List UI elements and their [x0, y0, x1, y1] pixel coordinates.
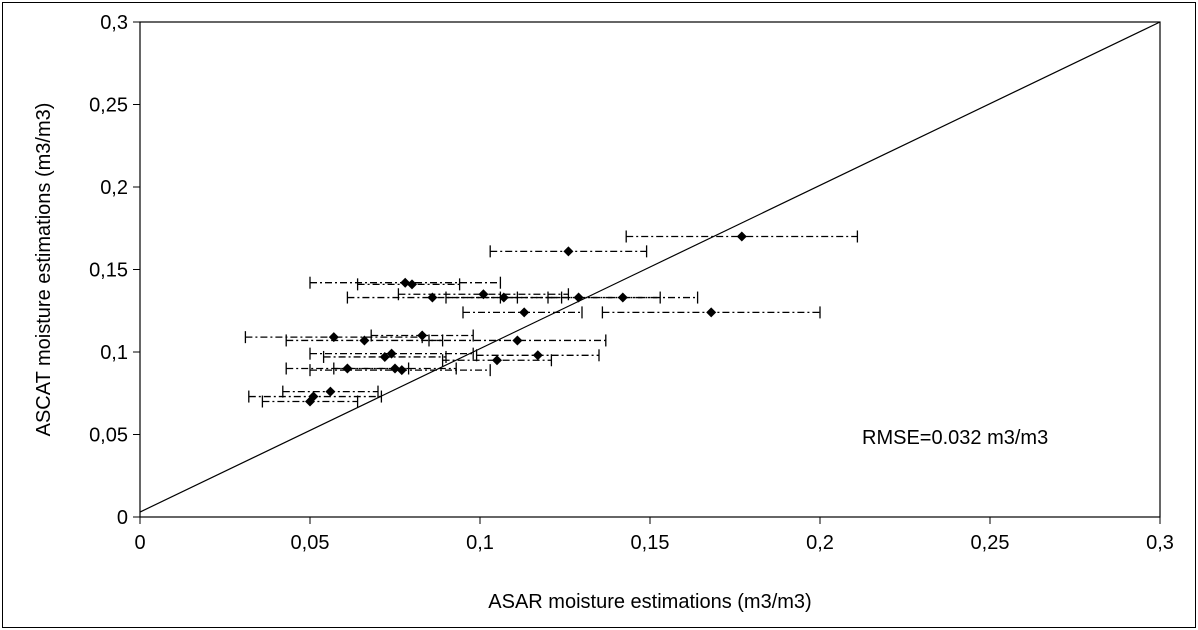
data-point	[325, 386, 336, 397]
x-tick-label: 0	[134, 532, 145, 554]
plot-layer: 0 0,05 0,1 0,15 0,2 0,25 0,3 0 0,05 0,1 0,15 0,2 0,2…	[89, 12, 1174, 554]
x-axis-title: ASAR moisture estimations (m3/m3)	[488, 591, 811, 613]
y-axis-title: ASCAT moisture estimations (m3/m3)	[33, 103, 55, 437]
data-point	[563, 246, 574, 257]
data-point	[417, 330, 428, 341]
y-tick-label: 0,2	[100, 177, 128, 199]
data-point	[427, 292, 438, 303]
y-tick-label: 0,3	[100, 12, 128, 34]
data-point	[328, 332, 339, 343]
x-tick-label: 0,3	[1146, 532, 1174, 554]
reference-line	[139, 21, 1161, 513]
data-point	[519, 307, 530, 318]
data-point	[736, 231, 747, 242]
data-point	[512, 335, 523, 346]
y-tick-label: 0	[117, 507, 128, 529]
y-tick-label: 0,15	[89, 260, 128, 282]
data-point	[386, 348, 397, 359]
x-tick-label: 0,2	[806, 532, 834, 554]
data-point	[379, 351, 390, 362]
rmse-annotation: RMSE=0.032 m3/m3	[862, 427, 1048, 449]
data-point	[617, 292, 628, 303]
data-point	[492, 355, 502, 366]
data-point	[407, 279, 417, 290]
data-point	[390, 363, 400, 374]
data-point	[400, 277, 411, 288]
data-point	[478, 289, 489, 300]
y-tick-label: 0,25	[89, 95, 128, 117]
data-point	[396, 365, 407, 376]
data-point	[359, 335, 370, 346]
x-tick-label: 0,1	[466, 532, 494, 554]
data-point	[532, 350, 543, 361]
data-point	[706, 307, 717, 318]
data-point	[573, 292, 584, 303]
x-tick-label: 0,15	[631, 532, 670, 554]
y-tick-label: 0,05	[89, 425, 128, 447]
x-tick-label: 0,05	[291, 532, 330, 554]
x-tick-label: 0,25	[971, 532, 1010, 554]
data-point	[498, 292, 509, 303]
y-tick-label: 0,1	[100, 342, 128, 364]
data-point	[305, 396, 315, 407]
data-point	[342, 363, 353, 374]
